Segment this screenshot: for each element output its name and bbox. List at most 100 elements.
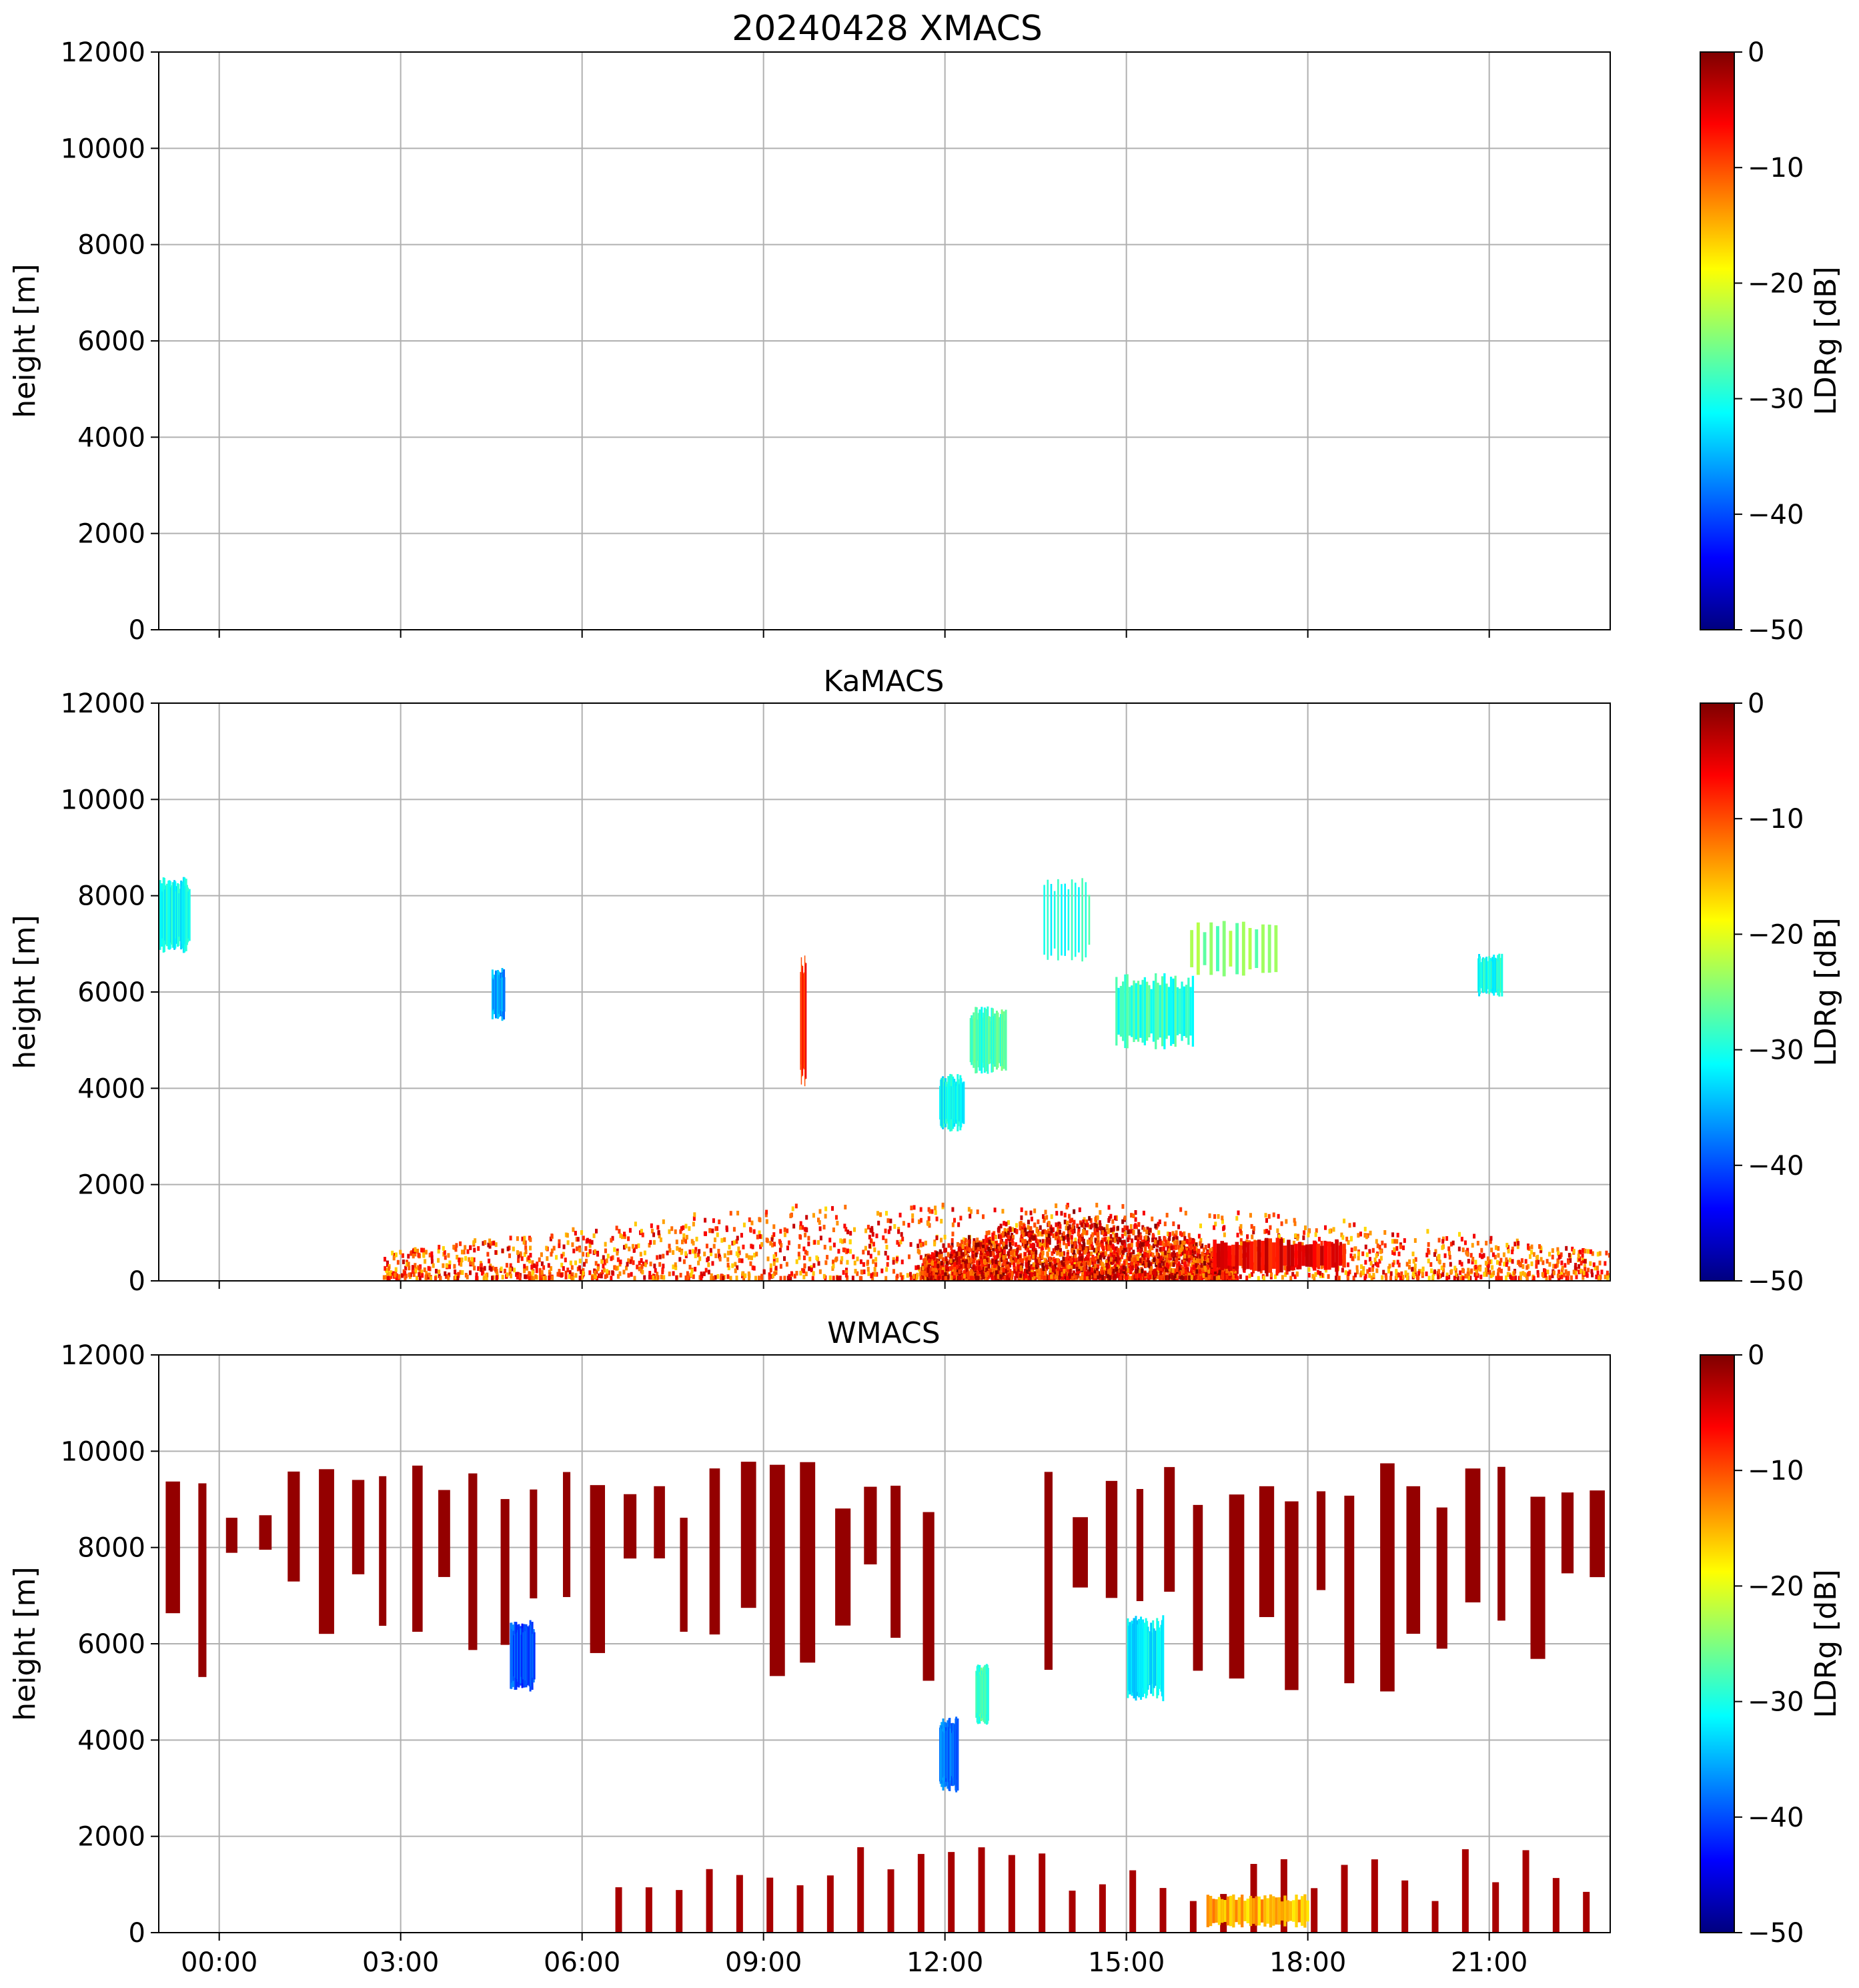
data-cell [1497,1276,1500,1281]
data-cell [1045,1215,1049,1220]
data-cell [1183,1235,1187,1241]
data-cell [1350,1248,1353,1253]
data-cell [1453,1266,1457,1271]
data-cell [1474,1260,1477,1265]
data-cell [1393,1251,1396,1256]
data-cell [582,1270,585,1276]
data-cell [720,1237,724,1243]
data-cell [984,1264,987,1269]
data-cell [916,1244,920,1249]
data-cell [509,1268,512,1273]
data-cell [832,1264,835,1269]
data-cell [1213,1239,1217,1272]
data-cell [1009,1226,1012,1231]
data-cell [916,1265,920,1270]
data-cell [1311,1274,1315,1279]
data-cell [866,1266,870,1272]
data-cell [957,1260,960,1265]
data-cell [1582,1275,1585,1280]
data-cell [634,1221,637,1227]
data-cell [1019,1220,1023,1225]
data-cell [1129,1224,1133,1229]
data-cell [1109,1213,1113,1219]
data-cell [1391,1262,1395,1268]
data-cell [1109,1260,1112,1265]
data-cell [997,1012,999,1068]
data-cell [1242,1241,1247,1270]
data-cell [946,1271,949,1276]
data-cell [1055,1246,1058,1251]
data-cell [1291,1272,1295,1277]
data-cell [716,1232,719,1237]
data-cell [1060,1235,1063,1241]
data-cell [1508,1258,1511,1263]
data-cell [1368,1249,1371,1254]
data-cell [1541,1260,1545,1266]
data-cell [1065,1257,1069,1262]
data-cell [454,1269,457,1274]
data-cell [1178,1264,1181,1269]
data-cell [1041,1250,1045,1256]
data-cell [1571,1246,1574,1252]
data-cell [1539,1246,1543,1251]
data-cell [548,1272,552,1278]
data-cell [1194,1263,1197,1268]
data-cell [1253,1240,1257,1272]
data-cell [1213,1225,1216,1230]
data-cell [1574,1270,1578,1276]
data-cell [1099,1223,1102,1228]
data-cell [1111,1229,1115,1235]
data-cell [1201,1259,1205,1264]
data-cell [1003,1249,1006,1254]
data-cell [1069,1258,1073,1263]
data-cell [710,1276,713,1281]
data-cell [874,1257,878,1262]
data-cell [1239,1229,1242,1234]
data-cell [995,1244,999,1250]
data-cell [1221,1270,1224,1276]
data-cell [1441,1268,1445,1273]
data-cell [602,1255,605,1260]
data-cell [501,1248,504,1254]
data-cell [1113,1274,1116,1279]
data-cell [1183,1249,1186,1254]
data-cell [1123,1260,1126,1266]
data-cell [512,1246,515,1252]
data-cell [1019,1237,1023,1243]
data-cell [1600,1270,1604,1275]
data-cell [897,1227,900,1232]
data-cell [1263,1229,1267,1234]
data-cell [969,1271,973,1276]
data-cell [1019,1258,1022,1263]
data-cell [1069,1227,1073,1232]
data-cell [751,1265,754,1270]
data-cell [880,1268,884,1274]
data-cell [951,1266,954,1272]
data-cell [1361,1251,1365,1256]
data-cell [1057,1268,1060,1273]
data-cell [447,1253,450,1258]
data-cell [680,1250,683,1256]
data-cell [1121,1203,1125,1209]
data-cell [981,1007,983,1074]
y-tick-label: 12000 [61,37,145,68]
data-cell [989,1017,991,1064]
data-cell [466,1274,469,1280]
data-cell [555,1255,558,1260]
data-cell [658,1233,661,1239]
data-cell [509,1235,512,1241]
data-cell [1001,1231,1005,1236]
data-cell [586,1237,589,1243]
data-cell [1191,1262,1194,1268]
data-cell [1475,1271,1479,1276]
data-cell [710,1273,713,1278]
data-cell [765,1219,768,1224]
data-cell [1032,1254,1035,1260]
data-cell [1005,1268,1008,1274]
data-cell [818,1220,821,1225]
data-cell [862,1262,865,1267]
data-cell [934,1250,937,1256]
data-cell [1096,1228,1099,1233]
data-cell [844,1273,848,1278]
data-cell [688,1250,692,1255]
